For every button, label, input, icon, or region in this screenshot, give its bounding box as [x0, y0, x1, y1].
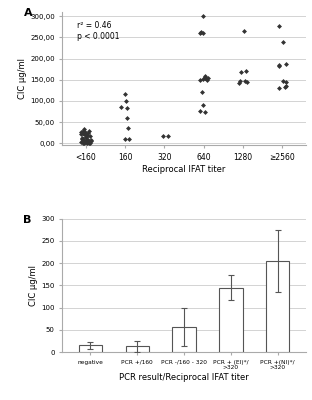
Point	[87, 140, 92, 146]
Point	[197, 108, 202, 115]
Point	[202, 74, 207, 80]
Point	[125, 104, 130, 111]
Point	[119, 104, 124, 110]
Bar	[125, 346, 149, 352]
Point	[79, 128, 84, 135]
Point	[199, 29, 204, 35]
Point	[245, 79, 250, 85]
Point	[85, 132, 90, 138]
Point	[277, 22, 282, 29]
Bar	[219, 288, 243, 352]
Point	[276, 85, 281, 91]
X-axis label: Reciprocal IFAT titer: Reciprocal IFAT titer	[142, 165, 226, 174]
Point	[80, 136, 85, 142]
Point	[198, 30, 203, 36]
Point	[126, 136, 131, 142]
Point	[284, 79, 289, 85]
Point	[124, 115, 129, 121]
Point	[79, 139, 84, 146]
Point	[284, 83, 289, 89]
Point	[86, 138, 91, 144]
Point	[126, 125, 131, 131]
Point	[202, 109, 207, 116]
Point	[237, 80, 242, 86]
Point	[81, 131, 86, 138]
Point	[242, 28, 247, 34]
Point	[238, 78, 243, 84]
Point	[82, 139, 87, 145]
Point	[198, 76, 203, 83]
Point	[79, 131, 84, 137]
Point	[86, 128, 91, 134]
Text: r² = 0.46
p < 0.0001: r² = 0.46 p < 0.0001	[77, 21, 119, 41]
Point	[242, 77, 247, 84]
Point	[84, 138, 89, 144]
Point	[85, 130, 90, 136]
Point	[165, 133, 170, 139]
Point	[87, 139, 92, 146]
X-axis label: PCR result/Reciprocal IFAT titer: PCR result/Reciprocal IFAT titer	[119, 373, 249, 382]
Point	[81, 126, 86, 132]
Point	[82, 129, 87, 136]
Point	[200, 76, 205, 82]
Point	[81, 137, 86, 143]
Point	[85, 136, 90, 142]
Point	[79, 135, 84, 141]
Point	[83, 134, 88, 140]
Point	[81, 139, 86, 145]
Point	[123, 135, 128, 142]
Point	[88, 138, 93, 144]
Point	[200, 13, 205, 20]
Point	[79, 135, 84, 142]
Point	[200, 89, 205, 96]
Point	[83, 132, 88, 138]
Point	[244, 68, 249, 74]
Point	[277, 62, 282, 68]
Point	[204, 76, 209, 83]
Point	[80, 130, 85, 136]
Point	[83, 139, 88, 145]
Point	[85, 140, 90, 146]
Point	[202, 74, 207, 81]
Point	[81, 138, 86, 145]
Bar	[172, 327, 196, 352]
Point	[203, 73, 208, 80]
Point	[86, 139, 91, 146]
Point	[161, 132, 166, 139]
Y-axis label: CIC μg/ml: CIC μg/ml	[18, 58, 27, 99]
Point	[201, 30, 206, 36]
Point	[200, 102, 205, 108]
Point	[284, 61, 289, 68]
Point	[280, 78, 285, 84]
Point	[123, 90, 128, 97]
Point	[80, 130, 85, 137]
Point	[280, 38, 285, 45]
Point	[123, 98, 128, 104]
Bar	[266, 261, 290, 352]
Point	[84, 134, 89, 140]
Point	[81, 140, 86, 146]
Point	[81, 140, 86, 146]
Point	[202, 75, 207, 81]
Point	[86, 140, 91, 146]
Bar	[79, 345, 102, 352]
Point	[88, 137, 93, 144]
Point	[86, 139, 91, 145]
Point	[87, 133, 92, 139]
Point	[84, 132, 89, 138]
Point	[84, 138, 89, 144]
Y-axis label: CIC μg/ml: CIC μg/ml	[29, 265, 38, 306]
Point	[276, 62, 281, 69]
Point	[206, 75, 211, 82]
Text: B: B	[23, 215, 32, 225]
Text: A: A	[23, 8, 32, 18]
Point	[85, 138, 90, 144]
Point	[283, 84, 288, 90]
Point	[83, 138, 88, 145]
Point	[239, 69, 244, 75]
Point	[80, 127, 85, 134]
